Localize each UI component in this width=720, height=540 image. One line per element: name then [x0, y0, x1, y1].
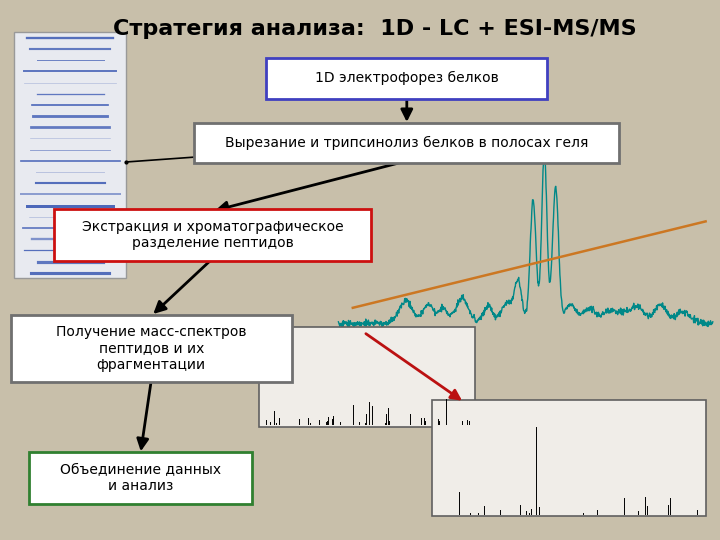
Text: Вырезание и трипсинолиз белков в полосах геля: Вырезание и трипсинолиз белков в полосах…: [225, 136, 588, 150]
Bar: [259, 327, 475, 427]
Text: 1D электрофорез белков: 1D электрофорез белков: [315, 71, 499, 85]
Bar: [14, 32, 126, 278]
FancyBboxPatch shape: [194, 123, 619, 163]
FancyBboxPatch shape: [54, 210, 371, 261]
Bar: [432, 400, 706, 516]
FancyBboxPatch shape: [266, 58, 547, 98]
FancyBboxPatch shape: [29, 453, 252, 503]
FancyBboxPatch shape: [11, 314, 292, 382]
Text: Экстракция и хроматографическое
разделение пептидов: Экстракция и хроматографическое разделен…: [81, 220, 343, 250]
Text: Стратегия анализа:  1D - LC + ESI-MS/MS: Стратегия анализа: 1D - LC + ESI-MS/MS: [112, 19, 636, 39]
Text: Объединение данных
и анализ: Объединение данных и анализ: [60, 463, 221, 493]
Text: Получение масс-спектров
пептидов и их
фрагментации: Получение масс-спектров пептидов и их фр…: [56, 325, 246, 372]
